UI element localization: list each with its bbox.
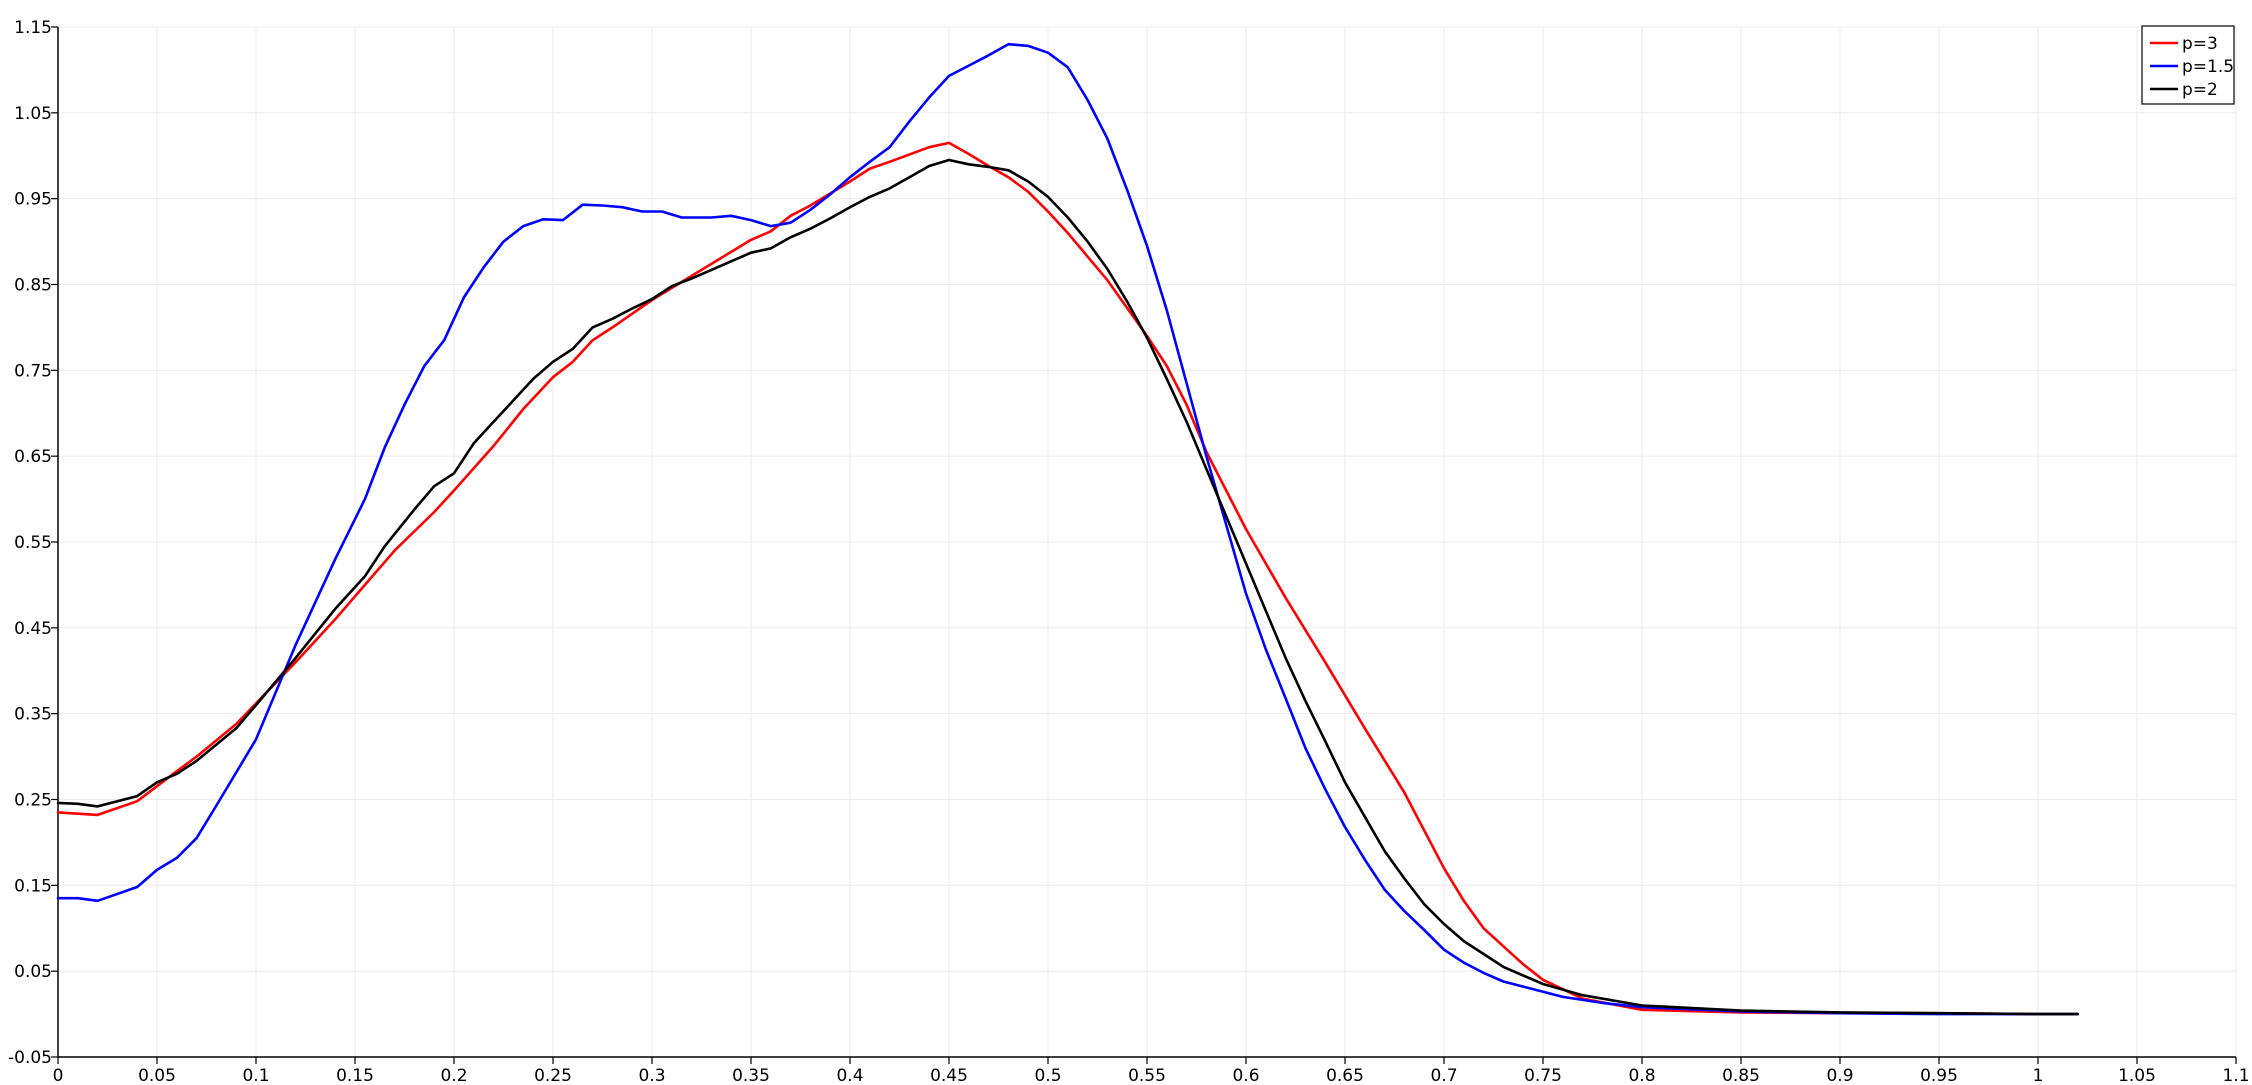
x-tick-label: 1 xyxy=(2033,1066,2044,1085)
x-tick-label: 0.45 xyxy=(930,1066,968,1085)
y-tick-label: 0.95 xyxy=(14,190,52,210)
x-tick-label: 0.35 xyxy=(732,1066,770,1085)
x-tick-label: 0.8 xyxy=(1628,1066,1655,1085)
x-axis-ticks: 0 0.05 0.1 0.15 0.2 0.25 0.3 0.35 0.4 0.45 0.5 0.55… xyxy=(53,1057,2250,1085)
x-tick-label: 0.4 xyxy=(836,1066,863,1085)
legend: p=3 p=1.5 p=2 xyxy=(2141,25,2235,105)
x-tick-label: 0.55 xyxy=(1128,1066,1166,1085)
x-tick-label: 0.15 xyxy=(336,1066,374,1085)
series-line-p=1.5 xyxy=(56,42,2079,1016)
y-tick-label: 0.25 xyxy=(14,791,52,811)
x-tick-label: 0.3 xyxy=(638,1066,665,1085)
legend-label: p=3 xyxy=(2182,34,2218,54)
legend-label: p=1.5 xyxy=(2182,57,2234,77)
y-tick-label: 0.65 xyxy=(14,447,52,467)
x-tick-label: 0 xyxy=(53,1066,64,1085)
x-tick-label: 0.05 xyxy=(138,1066,176,1085)
legend-items: p=3 p=1.5 p=2 xyxy=(2150,34,2234,100)
x-tick-label: 0.25 xyxy=(534,1066,572,1085)
y-tick-label: 0.55 xyxy=(14,533,52,553)
y-tick-label: -0.05 xyxy=(8,1048,52,1068)
x-tick-label: 0.85 xyxy=(1722,1066,1760,1085)
y-axis-ticks: -0.05 0.05 0.15 0.25 0.35 0.45 0.55 0.65 0.75 0.8… xyxy=(8,18,58,1068)
x-tick-label: 1.05 xyxy=(2118,1066,2156,1085)
y-tick-label: 0.05 xyxy=(14,962,52,982)
y-tick-label: 1.15 xyxy=(14,18,52,38)
x-tick-label: 0.1 xyxy=(242,1066,269,1085)
x-tick-label: 0.6 xyxy=(1232,1066,1259,1085)
x-tick-label: 0.5 xyxy=(1034,1066,1061,1085)
series-line-p=2 xyxy=(56,158,2079,1016)
x-tick-label: 0.7 xyxy=(1430,1066,1457,1085)
y-tick-label: 0.75 xyxy=(14,361,52,381)
x-tick-label: 0.2 xyxy=(440,1066,467,1085)
y-tick-label: 0.15 xyxy=(14,876,52,896)
y-tick-label: 0.35 xyxy=(14,705,52,725)
grid xyxy=(58,26,2237,1057)
x-tick-label: 0.9 xyxy=(1826,1066,1853,1085)
y-tick-label: 0.45 xyxy=(14,619,52,639)
series-line-p=3 xyxy=(56,141,2079,1016)
x-tick-label: 0.65 xyxy=(1326,1066,1364,1085)
x-tick-label: 0.95 xyxy=(1920,1066,1958,1085)
y-tick-label: 1.05 xyxy=(14,104,52,124)
legend-label: p=2 xyxy=(2182,80,2218,100)
y-tick-label: 0.85 xyxy=(14,276,52,296)
x-tick-label: 0.75 xyxy=(1524,1066,1562,1085)
x-tick-label: 1.1 xyxy=(2222,1066,2249,1085)
series-lines xyxy=(56,42,2079,1016)
